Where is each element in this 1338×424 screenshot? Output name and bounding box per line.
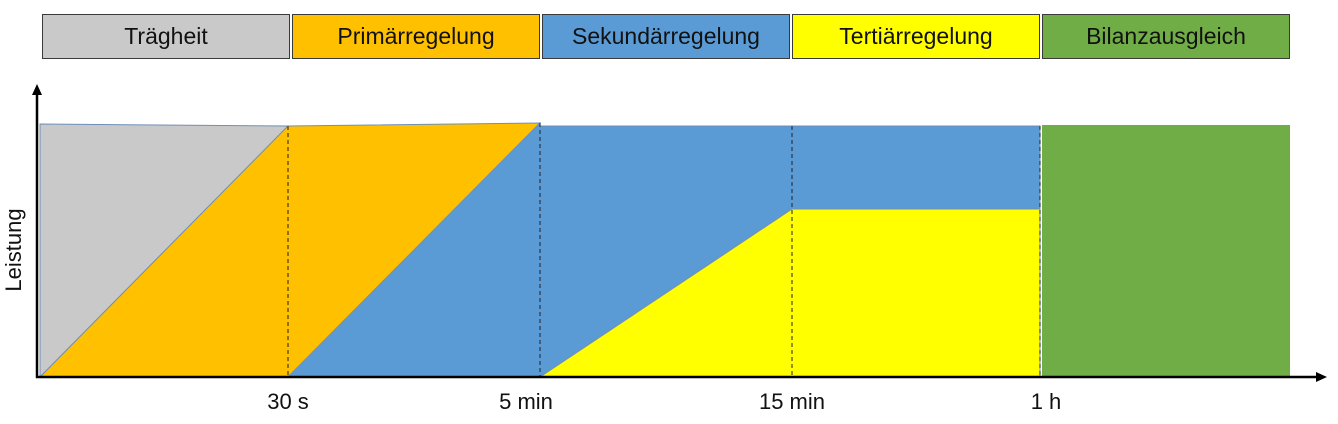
phase-box-primaerregelung: Primärregelung (292, 14, 540, 59)
phase-box-sekundaerregelung: Sekundärregelung (542, 14, 790, 59)
x-tick-5min: 5 min (499, 389, 553, 414)
area-bilanzausgleich (1042, 125, 1290, 377)
y-axis-label: Leistung (1, 208, 26, 292)
phase-box-traegheit: Trägheit (42, 14, 290, 59)
phase-box-bilanzausgleich: Bilanzausgleich (1042, 14, 1290, 59)
x-tick-30s: 30 s (267, 389, 309, 414)
y-axis-arrow (32, 84, 42, 95)
phase-legend: Trägheit Primärregelung Sekundärregelung… (42, 14, 1292, 61)
x-axis-arrow (1316, 372, 1327, 382)
phase-box-tertiaerregelung: Tertiärregelung (792, 14, 1040, 59)
x-tick-15min: 15 min (758, 389, 826, 414)
x-tick-1h: 1 h (1030, 389, 1062, 414)
